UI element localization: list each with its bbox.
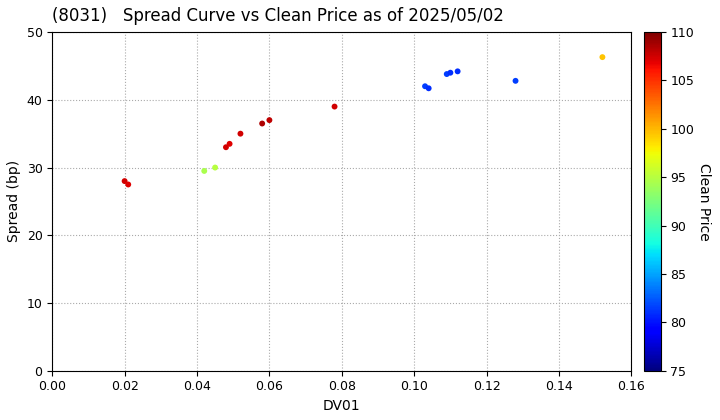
Point	[452, 68, 464, 75]
Point	[224, 140, 235, 147]
Point	[597, 54, 608, 60]
X-axis label: DV01: DV01	[323, 399, 361, 413]
Point	[220, 144, 232, 151]
Point	[423, 85, 434, 92]
Point	[419, 83, 431, 89]
Point	[235, 130, 246, 137]
Y-axis label: Clean Price: Clean Price	[697, 163, 711, 240]
Point	[256, 120, 268, 127]
Point	[510, 77, 521, 84]
Text: (8031)   Spread Curve vs Clean Price as of 2025/05/02: (8031) Spread Curve vs Clean Price as of…	[53, 7, 504, 25]
Point	[119, 178, 130, 184]
Point	[122, 181, 134, 188]
Point	[210, 164, 221, 171]
Point	[264, 117, 275, 123]
Point	[199, 168, 210, 174]
Point	[329, 103, 341, 110]
Y-axis label: Spread (bp): Spread (bp)	[7, 160, 21, 242]
Point	[445, 69, 456, 76]
Point	[441, 71, 453, 77]
